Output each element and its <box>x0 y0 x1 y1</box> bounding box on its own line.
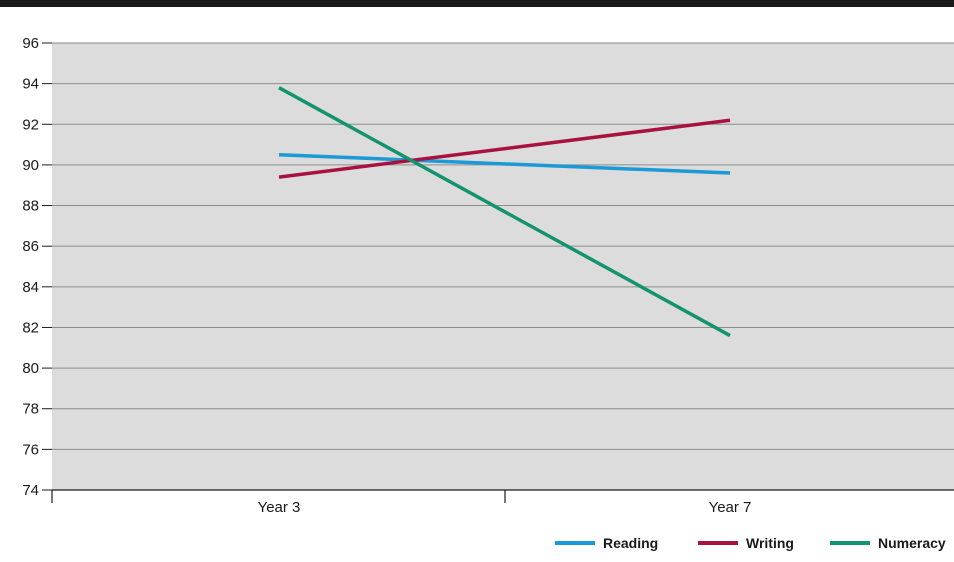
y-tick-label: 84 <box>22 279 39 296</box>
y-tick-label: 92 <box>22 116 39 133</box>
y-tick-label: 82 <box>22 319 39 336</box>
y-tick-label: 88 <box>22 198 39 215</box>
y-axis: 96 94 92 90 88 86 84 82 80 78 76 74 <box>22 35 52 499</box>
y-tick-label: 78 <box>22 401 39 418</box>
y-tick-label: 96 <box>22 35 39 52</box>
plot-area <box>52 43 954 490</box>
series-lines <box>278 86 731 338</box>
legend-label-writing: Writing <box>746 535 794 551</box>
series-line-numeracy <box>278 86 731 338</box>
y-tick-label: 74 <box>22 482 39 499</box>
y-tick-label: 94 <box>22 76 39 93</box>
grid-lines <box>52 42 954 450</box>
legend: Reading Writing Numeracy <box>555 535 946 551</box>
y-tick-label: 76 <box>22 441 39 458</box>
legend-label-numeracy: Numeracy <box>878 535 946 551</box>
x-axis: Year 3 Year 7 <box>51 489 954 516</box>
y-tick-label: 80 <box>22 360 39 377</box>
series-line-reading <box>278 153 731 175</box>
x-tick-label: Year 7 <box>709 499 752 516</box>
y-tick-label: 86 <box>22 238 39 255</box>
y-tick-label: 90 <box>22 157 39 174</box>
top-rule <box>0 0 954 7</box>
legend-label-reading: Reading <box>603 535 658 551</box>
x-tick-label: Year 3 <box>258 499 301 516</box>
series-line-writing <box>278 118 731 179</box>
